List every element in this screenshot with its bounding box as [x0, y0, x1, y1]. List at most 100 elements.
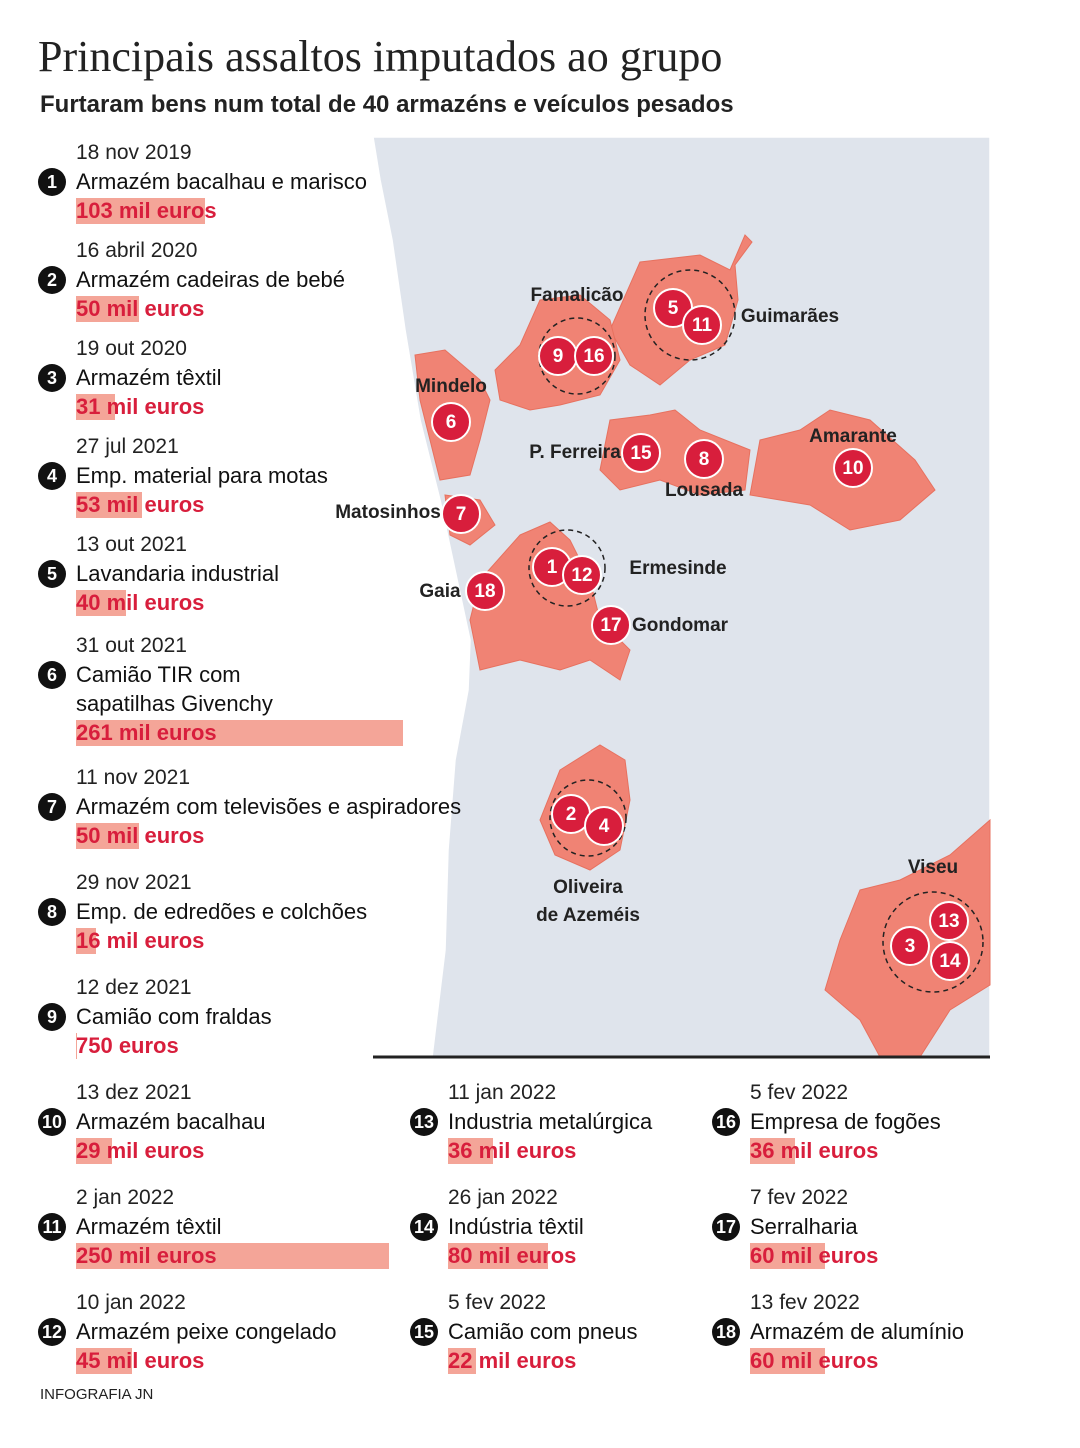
place-label: Ermesinde: [629, 558, 726, 579]
description: Armazém bacalhau: [76, 1109, 266, 1134]
marker-label: 7: [456, 504, 467, 525]
marker: [584, 806, 624, 846]
amount-label: 40 mil euros: [76, 590, 205, 615]
date: 18 nov 2019: [76, 141, 192, 164]
amount-label: 50 mil euros: [76, 296, 205, 321]
description: Camião com pneus: [448, 1319, 638, 1344]
marker-label: 13: [938, 911, 959, 932]
description: Camião com fraldas: [76, 1004, 272, 1029]
marker: [930, 941, 970, 981]
amount-bar: [76, 928, 97, 954]
amount-label: 50 mil euros: [76, 823, 205, 848]
title: Principais assaltos imputados ao grupo: [38, 32, 723, 81]
amount-label: 36 mil euros: [448, 1138, 577, 1163]
description: Armazém bacalhau e marisco: [76, 169, 368, 194]
amount-bar: [76, 198, 206, 224]
amount-bar: [76, 296, 139, 322]
marker-label: 1: [547, 557, 558, 578]
amount-label: 750 euros: [76, 1033, 179, 1058]
date: 13 out 2021: [76, 533, 187, 556]
place-label: Viseu: [908, 857, 958, 878]
description: Armazém cadeiras de bebé: [76, 267, 346, 292]
credit: INFOGRAFIA JN: [40, 1386, 154, 1403]
date: 5 fev 2022: [750, 1081, 849, 1104]
place-label: Gondomar: [632, 615, 729, 636]
item-number: 14: [410, 1213, 438, 1241]
marker: [929, 901, 969, 941]
date: 11 jan 2022: [448, 1081, 557, 1104]
amount-label: 29 mil euros: [76, 1138, 205, 1163]
amount-label: 22 mil euros: [448, 1348, 577, 1373]
marker: [682, 305, 722, 345]
amount-bar: [448, 1243, 549, 1269]
amount-bar: [76, 823, 139, 849]
item-number: 10: [38, 1108, 66, 1136]
description: Industria metalúrgica: [448, 1109, 653, 1134]
marker-label: 3: [905, 936, 916, 957]
amount-label: 60 mil euros: [750, 1348, 879, 1373]
item-number: 9: [38, 1003, 66, 1031]
amount-label: 103 mil euros: [76, 198, 217, 223]
description: Armazém peixe congelado: [76, 1319, 337, 1344]
item-number: 11: [38, 1213, 66, 1241]
description: Empresa de fogões: [750, 1109, 941, 1134]
date: 13 fev 2022: [750, 1291, 860, 1314]
amount-bar: [76, 1033, 77, 1059]
place-label: Gaia: [419, 581, 461, 602]
date: 26 jan 2022: [448, 1186, 558, 1209]
amount-bar: [76, 394, 115, 420]
date: 29 nov 2021: [76, 871, 192, 894]
date: 11 nov 2021: [76, 766, 191, 789]
description: Armazém de alumínio: [750, 1319, 964, 1344]
place-label: Mindelo: [415, 376, 487, 397]
place-label: Lousada: [665, 480, 744, 501]
item-number: 17: [712, 1213, 740, 1241]
marker: [431, 402, 471, 442]
amount-label: 60 mil euros: [750, 1243, 879, 1268]
marker: [465, 571, 505, 611]
item-number: 13: [410, 1108, 438, 1136]
place-label: Matosinhos: [335, 502, 441, 523]
date: 2 jan 2022: [76, 1186, 175, 1209]
amount-bar: [750, 1348, 826, 1374]
amount-label: 31 mil euros: [76, 394, 205, 419]
item-number: 6: [38, 661, 66, 689]
marker-label: 15: [630, 443, 652, 464]
place-label: Guimarães: [741, 306, 839, 327]
subtitle: Furtaram bens num total de 40 armazéns e…: [40, 91, 734, 118]
amount-label: 53 mil euros: [76, 492, 205, 517]
date: 10 jan 2022: [76, 1291, 186, 1314]
amount-bar: [448, 1138, 494, 1164]
item-number: 16: [712, 1108, 740, 1136]
description: Armazém têxtil: [76, 365, 222, 390]
marker-label: 17: [600, 615, 621, 636]
amount-label: 250 mil euros: [76, 1243, 217, 1268]
date: 5 fev 2022: [448, 1291, 547, 1314]
marker-label: 5: [668, 298, 679, 319]
amount-bar: [76, 492, 143, 518]
amount-bar: [750, 1243, 826, 1269]
date: 19 out 2020: [76, 337, 187, 360]
item-number: 12: [38, 1318, 66, 1346]
description: Armazém com televisões e aspiradores: [76, 794, 462, 819]
amount-label: 36 mil euros: [750, 1138, 879, 1163]
amount-bar: [76, 1348, 133, 1374]
amount-bar: [76, 1138, 113, 1164]
amount-label: 261 mil euros: [76, 720, 217, 745]
amount-bar: [750, 1138, 796, 1164]
place-label: de Azeméis: [536, 905, 640, 926]
item-number: 15: [410, 1318, 438, 1346]
amount-bar: [76, 1243, 390, 1269]
description: Emp. material para motas: [76, 463, 328, 488]
description: Lavandaria industrial: [76, 561, 280, 586]
marker-label: 2: [566, 804, 577, 825]
amount-label: 80 mil euros: [448, 1243, 577, 1268]
item-number: 2: [38, 266, 66, 294]
place-label: P. Ferreira: [529, 442, 621, 463]
marker-label: 11: [692, 315, 713, 336]
item-number: 8: [38, 898, 66, 926]
marker: [574, 336, 614, 376]
marker-label: 12: [571, 565, 592, 586]
